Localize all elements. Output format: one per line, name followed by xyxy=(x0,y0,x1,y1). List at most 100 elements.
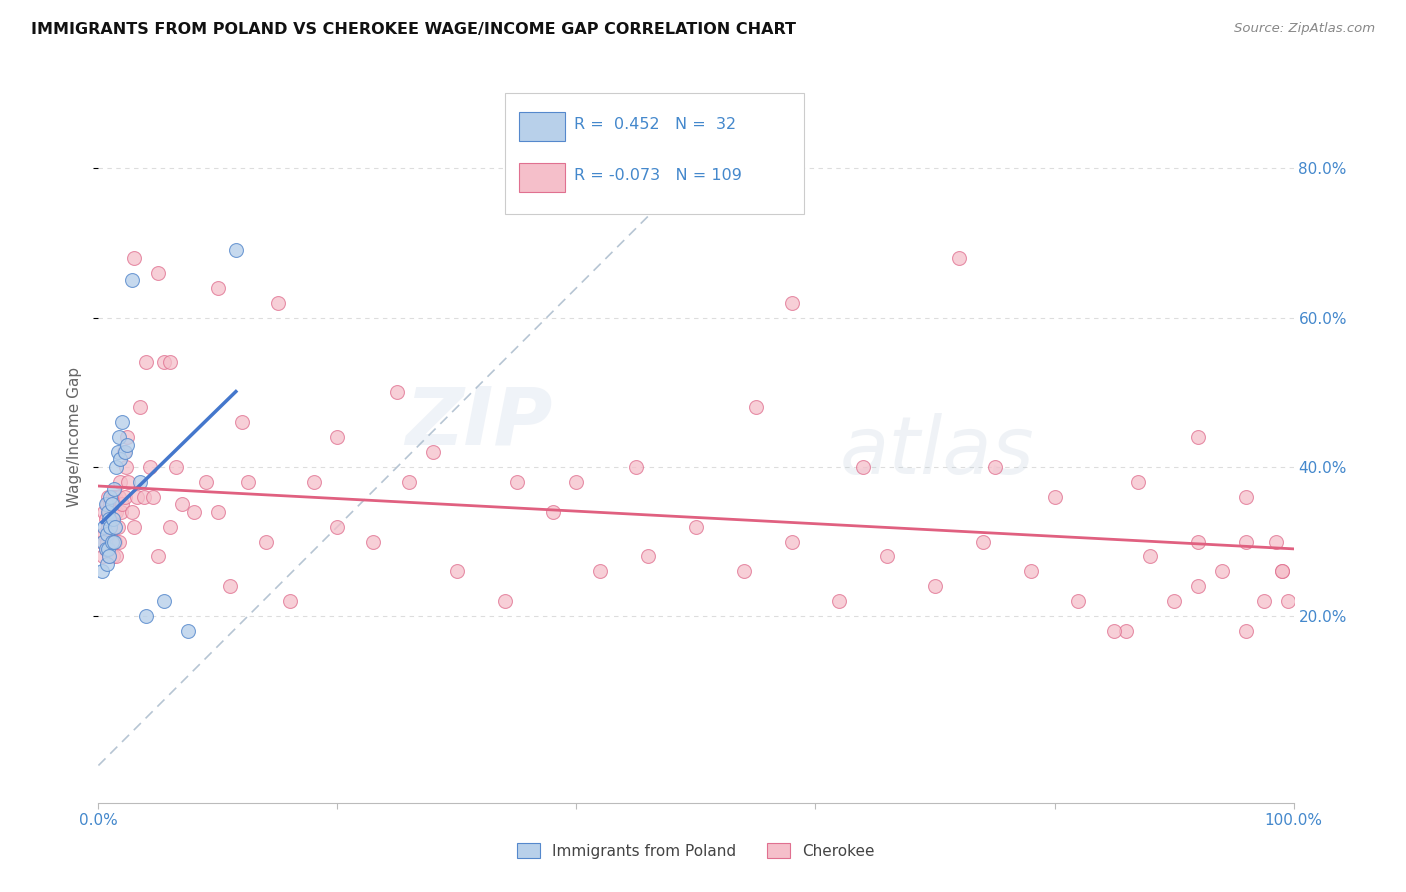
Point xyxy=(1234,490,1257,504)
Point xyxy=(91,534,114,549)
Point xyxy=(93,527,115,541)
Point xyxy=(1187,534,1209,549)
Point xyxy=(1234,534,1257,549)
Point xyxy=(132,490,155,504)
Point xyxy=(1277,594,1299,608)
Point xyxy=(96,534,118,549)
Point xyxy=(876,549,898,564)
Point xyxy=(780,295,803,310)
Point xyxy=(91,565,114,579)
Point xyxy=(153,594,176,608)
Point xyxy=(135,355,157,369)
Point xyxy=(139,459,162,474)
Point xyxy=(1211,565,1233,579)
Point xyxy=(207,281,229,295)
Point xyxy=(97,490,120,504)
Point xyxy=(115,437,138,451)
Point xyxy=(101,549,124,564)
Point xyxy=(100,512,122,526)
Point xyxy=(685,519,707,533)
Text: IMMIGRANTS FROM POLAND VS CHEROKEE WAGE/INCOME GAP CORRELATION CHART: IMMIGRANTS FROM POLAND VS CHEROKEE WAGE/… xyxy=(31,22,796,37)
Point xyxy=(111,415,134,429)
Point xyxy=(1019,565,1042,579)
Point xyxy=(115,459,138,474)
Text: R = -0.073   N = 109: R = -0.073 N = 109 xyxy=(574,169,742,184)
Point xyxy=(398,475,420,489)
Point xyxy=(159,355,181,369)
Point xyxy=(94,497,117,511)
Text: ZIP: ZIP xyxy=(405,384,553,461)
Point xyxy=(105,459,128,474)
Point xyxy=(1163,594,1185,608)
Point xyxy=(107,445,129,459)
Point xyxy=(326,430,349,444)
Point xyxy=(121,273,143,287)
Point xyxy=(1271,565,1294,579)
Point xyxy=(114,445,136,459)
Point xyxy=(153,355,176,369)
Point xyxy=(207,505,229,519)
Point xyxy=(626,459,648,474)
Point xyxy=(446,565,468,579)
Point xyxy=(142,490,165,504)
Point xyxy=(385,385,409,400)
Point xyxy=(105,549,128,564)
FancyBboxPatch shape xyxy=(519,112,565,141)
Point xyxy=(107,430,129,444)
Point xyxy=(104,490,127,504)
Point xyxy=(101,512,124,526)
Point xyxy=(103,505,125,519)
Point xyxy=(541,505,564,519)
Point xyxy=(1253,594,1275,608)
Point xyxy=(98,490,122,504)
Text: atlas: atlas xyxy=(839,413,1035,491)
Point xyxy=(177,624,200,639)
Point xyxy=(302,475,325,489)
Point xyxy=(96,527,118,541)
Point xyxy=(1104,624,1126,639)
Point xyxy=(94,542,117,557)
Point xyxy=(100,534,122,549)
Point xyxy=(780,534,803,549)
Point xyxy=(103,519,125,533)
Y-axis label: Wage/Income Gap: Wage/Income Gap xyxy=(67,367,83,508)
Point xyxy=(107,534,129,549)
Point xyxy=(96,497,118,511)
Point xyxy=(108,475,131,489)
Point xyxy=(1067,594,1090,608)
Point xyxy=(195,475,218,489)
Point xyxy=(111,497,134,511)
Point xyxy=(98,527,122,541)
Point xyxy=(103,534,125,549)
Point xyxy=(1234,624,1257,639)
Point xyxy=(236,475,259,489)
FancyBboxPatch shape xyxy=(519,163,565,192)
Point xyxy=(93,519,115,533)
Point xyxy=(148,549,170,564)
Point xyxy=(159,519,181,533)
Point xyxy=(117,475,139,489)
Point xyxy=(100,497,122,511)
Point xyxy=(108,452,131,467)
Point xyxy=(114,490,136,504)
Point xyxy=(219,579,242,593)
Point xyxy=(745,401,768,415)
Point xyxy=(97,542,120,557)
Point xyxy=(984,459,1007,474)
Point xyxy=(948,251,970,265)
Point xyxy=(225,244,247,258)
Point xyxy=(97,519,120,533)
Point xyxy=(98,549,121,564)
Point xyxy=(105,505,128,519)
Text: R =  0.452   N =  32: R = 0.452 N = 32 xyxy=(574,117,737,132)
Point xyxy=(129,401,152,415)
Point xyxy=(104,519,127,533)
Point xyxy=(100,534,122,549)
Point xyxy=(98,519,122,533)
Point xyxy=(124,519,146,533)
Point xyxy=(135,609,157,624)
Point xyxy=(125,490,148,504)
Point xyxy=(326,519,349,533)
Point xyxy=(103,483,125,497)
Point xyxy=(231,415,253,429)
